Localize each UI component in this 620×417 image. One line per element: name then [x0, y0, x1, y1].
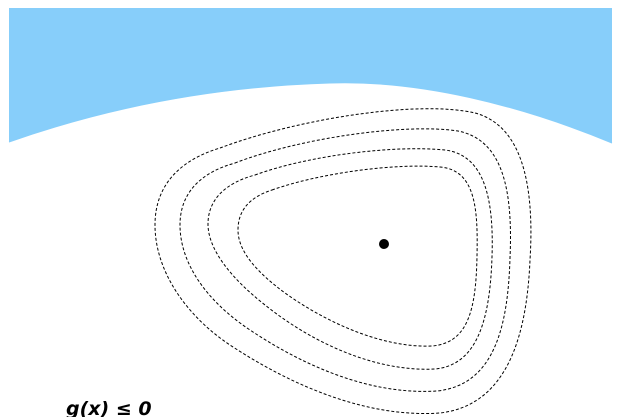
- constraint-boundary: [8, 82, 613, 144]
- contour-line: [237, 165, 478, 347]
- constraint-label: g(x) ≤ 0: [66, 398, 152, 417]
- contour-line: [179, 128, 511, 392]
- contour-line: [154, 108, 532, 415]
- optimum-point: [379, 239, 389, 249]
- contour-line: [207, 148, 493, 370]
- contour-lines: [154, 108, 532, 415]
- infeasible-region: [9, 8, 612, 143]
